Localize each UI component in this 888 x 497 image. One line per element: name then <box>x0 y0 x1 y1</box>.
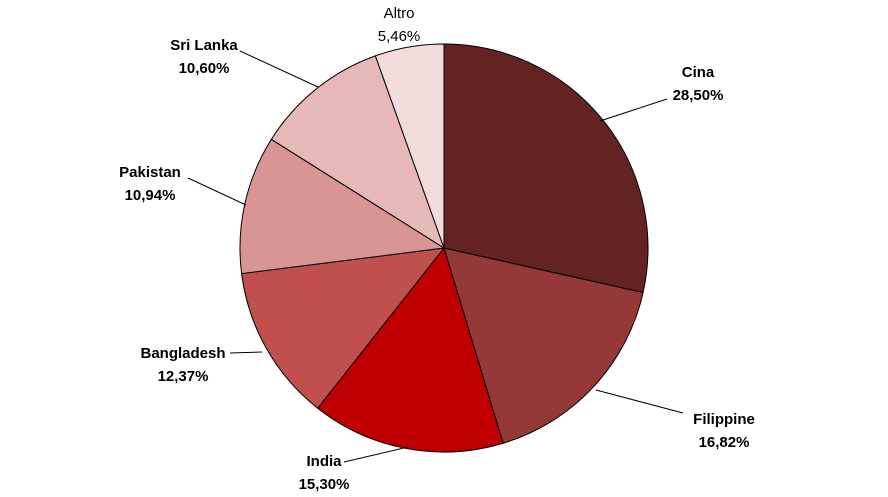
slice-label-altro: Altro <box>384 5 415 22</box>
slice-value-bangladesh: 12,37% <box>158 368 209 385</box>
leader-line-india <box>343 446 409 463</box>
leader-line-pakistan <box>187 177 247 206</box>
slice-label-bangladesh: Bangladesh <box>140 345 225 362</box>
pie-slice-bangladesh <box>241 247 446 409</box>
slice-value-pakistan: 10,94% <box>125 187 176 204</box>
leader-line-bangladesh <box>229 351 263 354</box>
pie-slice-sri-lanka <box>270 55 445 250</box>
leader-line-filippine <box>595 389 684 414</box>
labels-layer: Cina 28,50% Filippine 16,82% India 15,30% Bang… <box>119 5 755 493</box>
slice-value-filippine: 16,82% <box>699 434 750 451</box>
leader-line-cina <box>599 98 668 122</box>
leader-lines-layer <box>187 50 684 463</box>
slice-value-sri-lanka: 10,60% <box>179 60 230 77</box>
slice-value-india: 15,30% <box>299 476 350 493</box>
slice-label-pakistan: Pakistan <box>119 164 181 181</box>
slice-label-filippine: Filippine <box>693 411 755 428</box>
slice-value-altro: 5,46% <box>378 28 421 45</box>
slice-label-cina: Cina <box>682 64 715 81</box>
leader-line-sri-lanka <box>239 50 319 88</box>
slice-value-cina: 28,50% <box>673 87 724 104</box>
slice-label-india: India <box>306 453 342 470</box>
pie-slice-cina <box>443 43 649 294</box>
slices-layer <box>239 43 649 453</box>
slice-label-sri-lanka: Sri Lanka <box>170 37 238 54</box>
pie-slice-filippine <box>443 247 644 444</box>
pie-slice-india <box>316 246 504 453</box>
pie-slice-altro <box>374 43 445 249</box>
